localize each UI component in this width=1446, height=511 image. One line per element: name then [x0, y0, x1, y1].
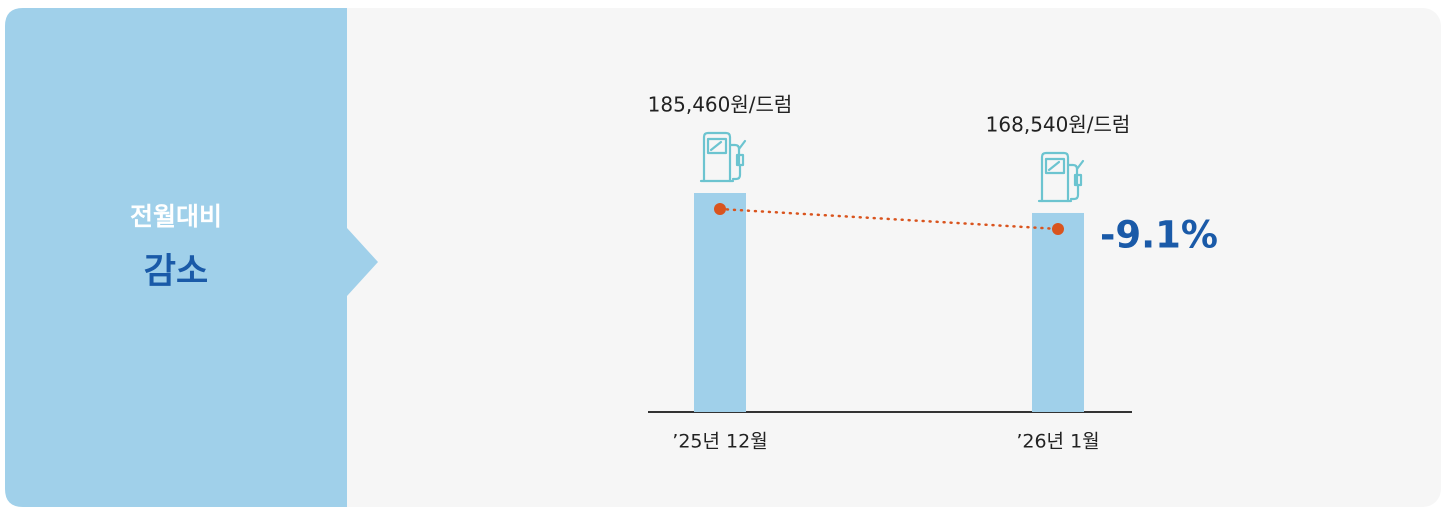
- fuel-icon: [1037, 151, 1085, 203]
- icon-stroke: [731, 163, 742, 181]
- side-panel: [5, 8, 378, 507]
- icon-stroke: [702, 131, 732, 183]
- change-label: -9.1%: [1100, 213, 1218, 256]
- x-tick-label: ’25년 12월: [672, 431, 767, 453]
- icon-stroke: [1044, 157, 1066, 175]
- fuel-icon: [699, 131, 747, 183]
- icon-stroke: [1047, 160, 1061, 172]
- value-label: 168,540원/드럼: [986, 112, 1131, 136]
- x-tick-label: ’26년 1월: [1016, 431, 1099, 453]
- panel-title: 전월대비: [130, 202, 222, 231]
- icon-stroke: [1069, 183, 1080, 201]
- trend-line: [718, 207, 1060, 231]
- icon-stroke: [706, 137, 728, 155]
- icon-stroke: [737, 139, 747, 151]
- icon-stroke: [735, 153, 745, 167]
- panel-headline: 감소: [144, 252, 208, 292]
- icon-stroke: [709, 140, 723, 152]
- icon-stroke: [1075, 159, 1085, 171]
- icon-stroke: [1040, 151, 1070, 203]
- bar: [694, 193, 746, 412]
- trend-point: [714, 203, 726, 215]
- trend-point: [1052, 222, 1064, 235]
- value-label: 185,460원/드럼: [648, 93, 793, 117]
- bar: [1032, 212, 1084, 412]
- icon-stroke: [1073, 173, 1083, 187]
